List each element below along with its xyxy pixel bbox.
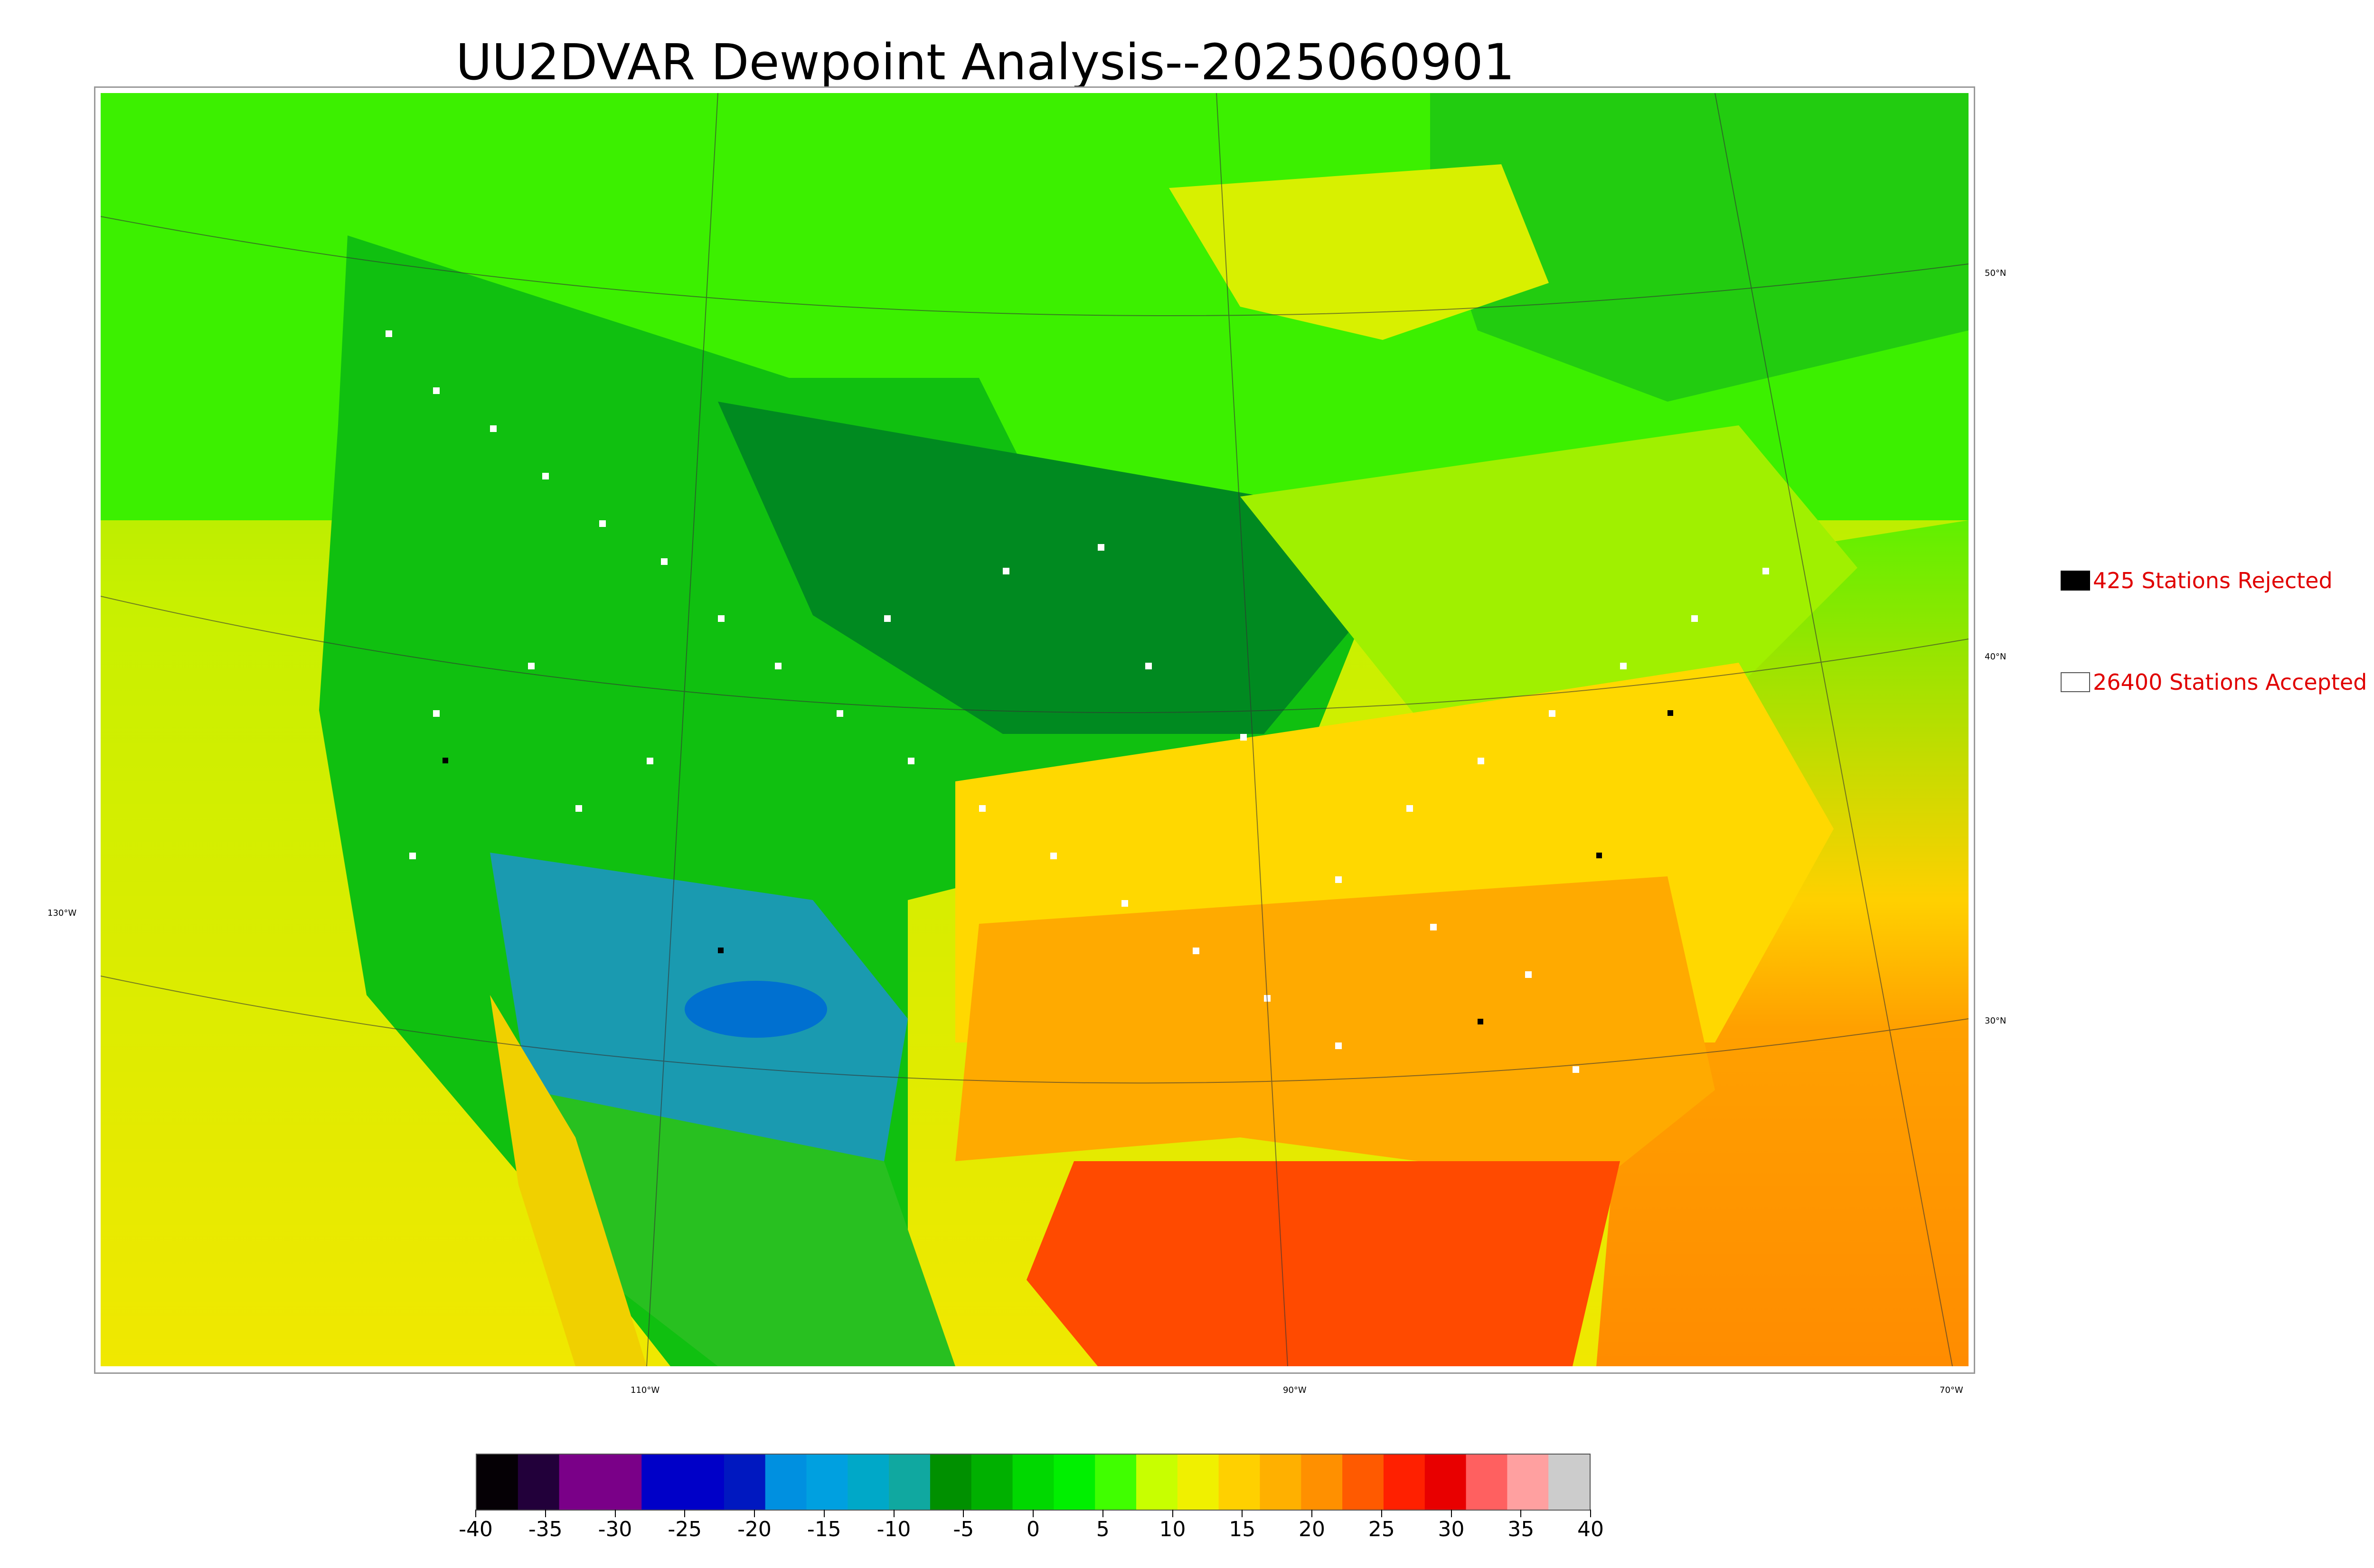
colorbar-swatch — [848, 1455, 890, 1510]
lat-label-30: 30°N — [1985, 1016, 2007, 1026]
colorbar-swatch — [559, 1455, 601, 1510]
atlantic-field — [1596, 520, 1969, 1366]
colorbar-swatch — [1054, 1455, 1096, 1510]
colorbar-swatch — [1095, 1455, 1137, 1510]
colorbar-tick-mark — [823, 1510, 825, 1517]
colorbar-tick-label: 0 — [1027, 1517, 1040, 1541]
lon-label-130: 130°W — [47, 908, 77, 918]
colorbar-swatch — [930, 1455, 972, 1510]
colorbar-swatch — [1301, 1455, 1343, 1510]
colorbar-tick-mark — [1172, 1510, 1173, 1517]
colorbar-tick-mark — [1033, 1510, 1034, 1517]
colorbar — [476, 1454, 1591, 1511]
colorbar-swatch — [971, 1455, 1013, 1510]
colorbar-tick-mark — [1242, 1510, 1243, 1517]
lat-label-40: 40°N — [1985, 652, 2007, 662]
colorbar-tick-label: -40 — [459, 1517, 493, 1541]
colorbar-tick-label: 40 — [1577, 1517, 1604, 1541]
northern-plains — [718, 402, 1383, 734]
colorbar-swatch — [1342, 1455, 1385, 1510]
colorbar-tick-label: 15 — [1229, 1517, 1256, 1541]
lon-label-90: 90°W — [1283, 1385, 1307, 1395]
hudson-region — [1430, 93, 1969, 402]
map-title: UU2DVAR Dewpoint Analysis--2025060901 — [455, 33, 1515, 91]
lon-label-70: 70°W — [1940, 1385, 1963, 1395]
rejected-stations — [443, 710, 1673, 1024]
colorbar-swatch — [641, 1455, 684, 1510]
colorbar-swatch — [765, 1455, 807, 1510]
colorbar-swatch — [1012, 1455, 1055, 1510]
lon-label-110: 110°W — [631, 1385, 660, 1395]
colorbar-tick-mark — [1381, 1510, 1382, 1517]
colorbar-tick-mark — [1311, 1510, 1312, 1517]
colorbar-tick-label: 30 — [1438, 1517, 1465, 1541]
colorbar-swatch — [600, 1455, 642, 1510]
colorbar-tick-mark — [754, 1510, 755, 1517]
colorbar-tick-label: -35 — [528, 1517, 563, 1541]
colorbar-tick-mark — [1451, 1510, 1452, 1517]
colorbar-tick-mark — [1520, 1510, 1522, 1517]
colorbar-tick-mark — [684, 1510, 686, 1517]
colorbar-tick-mark — [893, 1510, 895, 1517]
colorbar-swatch — [683, 1455, 725, 1510]
colorbar-swatch — [477, 1455, 518, 1510]
colorbar-swatch — [889, 1455, 931, 1510]
colorbar-swatch — [1177, 1455, 1219, 1510]
colorbar-swatch — [1260, 1455, 1302, 1510]
colorbar-tick-mark — [963, 1510, 964, 1517]
colorbar-swatch — [724, 1455, 766, 1510]
colorbar-tick-mark — [545, 1510, 546, 1517]
legend-accepted: 26400 Stations Accepted — [2061, 669, 2367, 695]
colorbar-tick-label: 35 — [1507, 1517, 1535, 1541]
rejected-label: 425 Stations Rejected — [2093, 568, 2333, 593]
baja-peninsula — [490, 995, 647, 1366]
colorbar-swatch — [1424, 1455, 1467, 1510]
colorbar-tick-mark — [614, 1510, 616, 1517]
colorbar-swatch — [806, 1455, 848, 1510]
colorbar-tick-mark — [1102, 1510, 1103, 1517]
colorbar-tick-label: 5 — [1096, 1517, 1110, 1541]
rejected-swatch — [2061, 571, 2090, 591]
colorbar-tick-label: -20 — [737, 1517, 772, 1541]
colorbar-swatch — [1548, 1455, 1590, 1510]
colorbar-tick-label: 20 — [1299, 1517, 1325, 1541]
colorbar-tick-label: -25 — [668, 1517, 702, 1541]
colorbar-swatch — [1507, 1455, 1549, 1510]
graticule — [101, 93, 1969, 1366]
colorbar-swatch — [1136, 1455, 1178, 1510]
colorbar-swatch — [1383, 1455, 1425, 1510]
colorbar-tick-label: 25 — [1368, 1517, 1395, 1541]
colorbar-tick-label: -15 — [807, 1517, 841, 1541]
dewpoint-map — [101, 93, 1969, 1366]
colorbar-tick-label: -5 — [953, 1517, 974, 1541]
colorbar-swatch — [518, 1455, 560, 1510]
colorbar-swatches — [477, 1455, 1590, 1510]
accepted-swatch — [2061, 672, 2090, 692]
accepted-stations — [386, 330, 1769, 1073]
southwest-core — [685, 981, 827, 1038]
ontario-yellow — [1169, 164, 1549, 340]
colorbar-swatch — [1466, 1455, 1508, 1510]
mexico-green — [528, 1090, 955, 1366]
great-lakes-field — [1240, 425, 1857, 734]
colorbar-tick-label: -10 — [876, 1517, 911, 1541]
accepted-label: 26400 Stations Accepted — [2093, 669, 2367, 695]
gulf-red — [1027, 1161, 1620, 1366]
colorbar-tick-label: -30 — [598, 1517, 632, 1541]
colorbar-tick-mark — [1590, 1510, 1591, 1517]
colorbar-tick-mark — [475, 1510, 476, 1517]
colorbar-swatch — [1218, 1455, 1261, 1510]
legend-rejected: 425 Stations Rejected — [2061, 568, 2333, 593]
lat-label-50: 50°N — [1985, 268, 2007, 278]
southeast-orange — [955, 876, 1715, 1185]
colorbar-tick-label: 10 — [1159, 1517, 1186, 1541]
